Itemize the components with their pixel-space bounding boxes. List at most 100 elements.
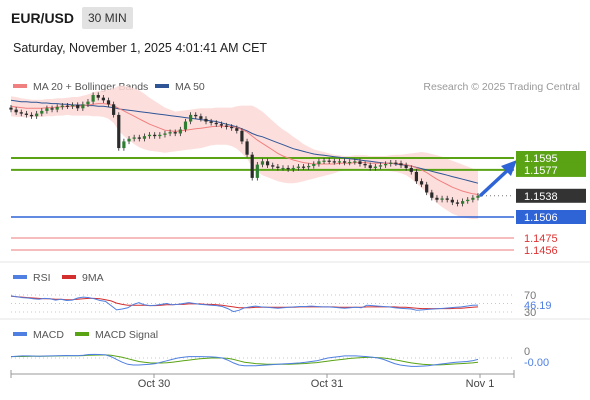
candle-body xyxy=(91,95,95,102)
rsi-legend-label: RSI xyxy=(33,272,51,284)
time-tick-label: Oct 30 xyxy=(138,378,170,390)
candle-body xyxy=(224,125,229,127)
candle-body xyxy=(127,138,131,142)
candle-body xyxy=(307,165,311,168)
candle-body xyxy=(122,141,126,149)
support-tag xyxy=(516,210,586,224)
candle-body xyxy=(404,165,408,168)
time-tick-label: Nov 1 xyxy=(466,378,495,390)
candle-body xyxy=(399,163,403,166)
time-tick-label: Oct 31 xyxy=(311,378,343,390)
copyright-label: Research © 2025 Trading Central xyxy=(423,81,580,93)
ma50-legend-label: MA 50 xyxy=(175,81,205,93)
candle-body xyxy=(153,134,157,137)
candle-body xyxy=(219,124,224,126)
candle-body xyxy=(50,108,54,110)
forecast-arrow xyxy=(479,160,517,197)
candle-body xyxy=(235,128,239,131)
candle-body xyxy=(250,154,254,178)
candle-body xyxy=(60,105,64,107)
candle-body xyxy=(189,114,193,122)
price-label-3: 1.1506 xyxy=(524,212,558,224)
candle-body xyxy=(76,104,80,109)
candle-body xyxy=(173,132,177,134)
candle-body xyxy=(158,134,162,137)
rsi-line xyxy=(10,295,479,313)
candle-body xyxy=(35,113,39,117)
candle-body xyxy=(466,199,470,202)
candle-body xyxy=(414,171,419,182)
candle-body xyxy=(312,163,316,166)
candle-body xyxy=(19,112,23,114)
candle-body xyxy=(461,201,465,204)
candle-body xyxy=(337,161,342,163)
candle-body xyxy=(348,161,352,164)
candle-body xyxy=(29,114,34,117)
candle-body xyxy=(271,165,275,167)
timeframe-button[interactable]: 30 MIN xyxy=(82,7,133,29)
ma20-swatch xyxy=(13,84,27,88)
candle-body xyxy=(296,166,300,168)
candle-body xyxy=(96,95,100,98)
candle-body xyxy=(455,202,460,204)
candle-body xyxy=(435,197,439,200)
rsi-tick-70: 70 xyxy=(524,290,536,302)
candle-body xyxy=(276,166,280,168)
candle-body xyxy=(240,130,244,142)
candle-body xyxy=(194,114,198,117)
time-axis: Oct 30 Oct 31 Nov 1 xyxy=(10,370,515,390)
forecast-arrow-head xyxy=(501,160,517,176)
candle-body xyxy=(24,113,28,115)
rsi-legend: RSI 9MA xyxy=(13,272,104,284)
candle-body xyxy=(112,104,116,115)
candle-body xyxy=(65,105,70,107)
candle-body xyxy=(40,110,44,114)
candle-body xyxy=(117,114,121,149)
last-price-tag xyxy=(516,188,586,203)
candle-body xyxy=(137,137,141,139)
bollinger-band-fill xyxy=(11,85,478,219)
candle-body xyxy=(230,126,234,129)
forecast-arrow-shaft xyxy=(479,167,511,197)
candle-body xyxy=(9,107,13,110)
macd-signal-legend-label: MACD Signal xyxy=(95,329,158,341)
candle-body xyxy=(317,161,321,164)
candle-body xyxy=(81,104,85,109)
rsi-ma-legend-label: 9MA xyxy=(82,272,104,284)
candle-body xyxy=(419,181,424,185)
candle-body xyxy=(168,132,172,134)
candle-body xyxy=(342,161,347,163)
candle-body xyxy=(45,108,49,111)
candle-body xyxy=(476,195,480,198)
candle-body xyxy=(204,118,208,122)
resistance-tag xyxy=(516,162,586,177)
price-label-5: 1.1456 xyxy=(524,245,558,257)
macd-value-label: -0.00 xyxy=(524,357,549,369)
candle-body xyxy=(368,165,372,168)
candle-body xyxy=(260,161,265,165)
candle-body xyxy=(384,163,388,166)
candle-body xyxy=(327,160,331,162)
candle-body xyxy=(255,164,259,178)
macd-line xyxy=(10,353,479,367)
candle-body xyxy=(373,166,377,168)
candle-body xyxy=(409,167,413,172)
candle-body xyxy=(86,101,90,105)
macd-legend: MACD MACD Signal xyxy=(13,329,158,341)
price-label-1: 1.1577 xyxy=(524,165,558,177)
rsi-value-label: 46.19 xyxy=(524,300,552,312)
ma50-swatch xyxy=(155,84,169,88)
resistance-tag xyxy=(516,151,586,165)
candle-body xyxy=(301,166,306,168)
candle-body xyxy=(132,137,136,139)
candle-body xyxy=(14,109,18,113)
candle-body xyxy=(106,100,111,105)
candle-body xyxy=(430,192,434,198)
candle-body xyxy=(147,134,152,137)
candle-body xyxy=(214,122,218,125)
candle-body xyxy=(471,197,475,200)
candle-body xyxy=(70,104,75,107)
candle-body xyxy=(425,184,429,193)
candle-body xyxy=(142,136,147,139)
